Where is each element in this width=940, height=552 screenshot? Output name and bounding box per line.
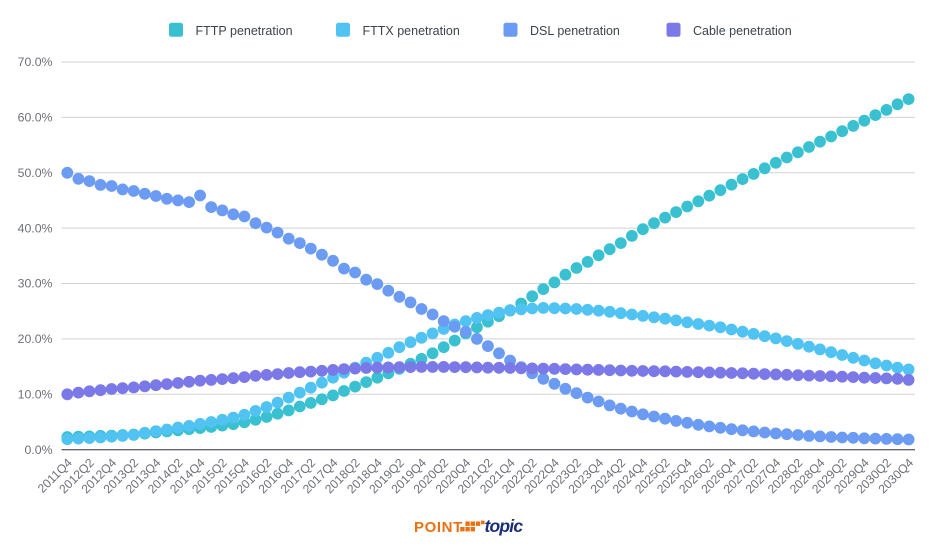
svg-text:70.0%: 70.0% — [18, 55, 53, 69]
svg-text:FTTX penetration: FTTX penetration — [363, 24, 460, 38]
svg-text:topic: topic — [485, 516, 524, 536]
svg-text:0.0%: 0.0% — [24, 443, 52, 457]
svg-text:Cable penetration: Cable penetration — [693, 24, 792, 38]
svg-text:40.0%: 40.0% — [18, 221, 53, 235]
svg-text:POINT: POINT — [414, 519, 463, 536]
svg-text:10.0%: 10.0% — [18, 388, 53, 402]
svg-text:60.0%: 60.0% — [18, 111, 53, 125]
svg-text:30.0%: 30.0% — [18, 277, 53, 291]
svg-text:50.0%: 50.0% — [18, 166, 53, 180]
svg-text:20.0%: 20.0% — [18, 332, 53, 346]
svg-text:FTTP penetration: FTTP penetration — [196, 24, 293, 38]
svg-text:DSL penetration: DSL penetration — [530, 24, 620, 38]
